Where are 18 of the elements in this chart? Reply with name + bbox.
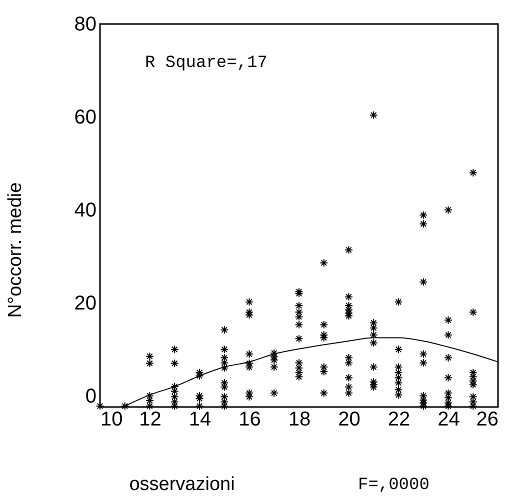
x-tick-label: 12	[139, 408, 162, 430]
x-tick-label: 18	[288, 408, 311, 430]
x-tick-label: 20	[338, 408, 360, 430]
y-tick-label: 80	[74, 14, 96, 36]
x-tick-label: 16	[238, 408, 261, 430]
y-tick-label: 20	[74, 292, 96, 314]
y-tick-label: 60	[74, 106, 96, 128]
x-tick-label: 22	[388, 408, 410, 430]
x-tick-label: 14	[188, 408, 212, 430]
text: F=,0000	[358, 476, 430, 495]
y-tick-label: 0	[85, 385, 96, 408]
x-tick-label: 24	[438, 408, 460, 430]
x-tick-label: 10	[100, 408, 123, 430]
y-tick-label: 40	[74, 199, 96, 222]
x-axis-title: osservazioni	[129, 474, 235, 495]
y-axis-title: N°occorr. medie	[5, 182, 26, 318]
annotation: R Square=,17	[145, 54, 268, 73]
x-tick-label: 26	[476, 408, 498, 430]
